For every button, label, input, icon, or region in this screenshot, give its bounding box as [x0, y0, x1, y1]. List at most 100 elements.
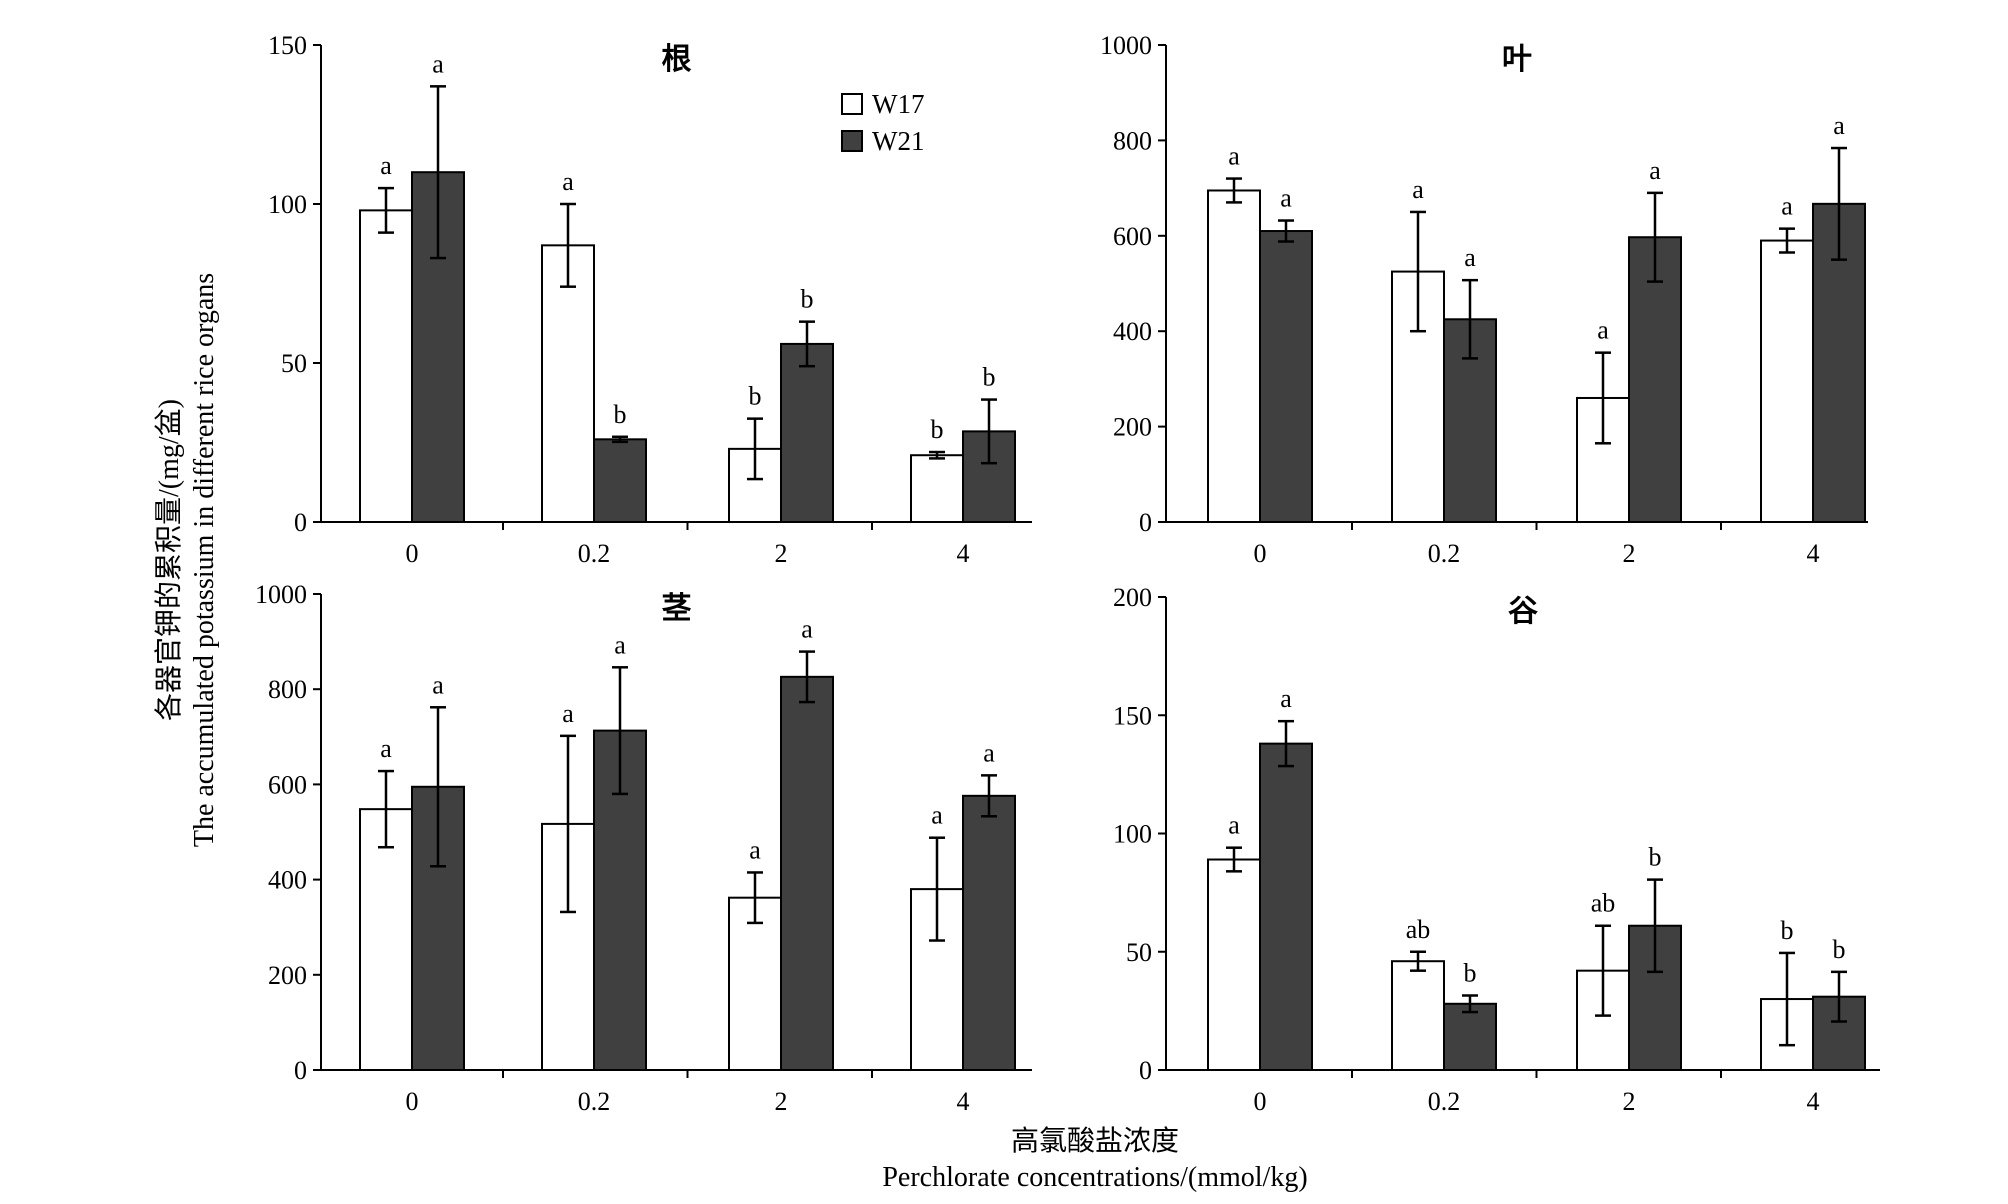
bar-w17-root-3 — [910, 454, 964, 523]
y-tick-label: 800 — [1113, 126, 1152, 155]
sig-letter-w17-grain-2: ab — [1591, 889, 1616, 918]
sig-letter-w21-grain-2: b — [1649, 843, 1662, 872]
sig-letter-w17-root-1: a — [562, 167, 574, 196]
sig-letter-w17-stem-1: a — [562, 699, 574, 728]
x-axis-label-en: Perchlorate concentrations/(mmol/kg) — [882, 1162, 1307, 1193]
bar-w21-root-1 — [593, 438, 647, 524]
y-axis-label-cn: 各器官钾的累积量/(mg/盆) — [153, 399, 185, 721]
panel-stem: 0 200 400 600 800 1000 0 0.2 2 4 茎 a a a a a a a a — [255, 580, 1032, 1116]
panel-title: 茎 — [662, 592, 692, 625]
x-tick-label: 2 — [1623, 1087, 1636, 1116]
bar-w21-grain-0 — [1259, 742, 1313, 1071]
sig-letter-w21-root-2: b — [801, 285, 814, 314]
x-axis-title: 高氯酸盐浓度 Perchlorate concentrations/(mmol/… — [882, 1125, 1307, 1193]
sig-letter-w21-stem-3: a — [983, 738, 995, 767]
sig-letter-w21-grain-1: b — [1464, 959, 1477, 988]
legend-swatch-w21 — [841, 130, 863, 152]
panel-root: 0 50 100 150 0 0.2 2 4 根 a a b b a b b b — [268, 31, 1032, 568]
x-tick-label: 0 — [406, 539, 419, 568]
bar-w17-grain-1 — [1391, 960, 1445, 1072]
bar-w17-root-1 — [541, 244, 595, 523]
sig-letter-w21-stem-2: a — [801, 615, 813, 644]
y-tick-label: 200 — [1113, 583, 1152, 612]
sig-letter-w21-leaf-3: a — [1833, 111, 1845, 140]
x-tick-label: 4 — [957, 1087, 970, 1116]
y-tick-label: 0 — [294, 508, 307, 537]
y-tick-label: 200 — [1113, 413, 1152, 442]
bar-w21-root-2 — [780, 342, 834, 524]
y-axis-label-en: The accumulated potassium in different r… — [189, 273, 220, 847]
sig-letter-w21-stem-1: a — [614, 630, 626, 659]
sig-letter-w17-leaf-1: a — [1412, 175, 1424, 204]
sig-letter-w21-root-3: b — [983, 363, 996, 392]
sig-letter-w17-stem-3: a — [931, 801, 943, 830]
x-tick-label: 0.2 — [578, 1087, 611, 1116]
y-tick-label: 0 — [294, 1056, 307, 1085]
sig-letter-w17-grain-1: ab — [1406, 915, 1431, 944]
x-tick-label: 0 — [1254, 539, 1267, 568]
x-tick-label: 0 — [406, 1087, 419, 1116]
x-tick-label: 0.2 — [578, 539, 611, 568]
bar-w17-grain-0 — [1207, 858, 1261, 1072]
y-tick-label: 400 — [268, 866, 307, 895]
y-tick-label: 0 — [1139, 508, 1152, 537]
bar-w17-root-0 — [359, 209, 413, 524]
x-axis-label-cn: 高氯酸盐浓度 — [1011, 1125, 1179, 1157]
sig-letter-w21-root-1: b — [614, 400, 627, 429]
y-tick-label: 400 — [1113, 317, 1152, 346]
x-tick-label: 2 — [1623, 539, 1636, 568]
x-tick-label: 4 — [1807, 1087, 1820, 1116]
legend-label-w21: W21 — [872, 126, 924, 156]
sig-letter-w21-leaf-2: a — [1649, 156, 1661, 185]
y-tick-label: 1000 — [1100, 31, 1152, 60]
sig-letter-w21-leaf-1: a — [1464, 243, 1476, 272]
panel-title: 叶 — [1502, 43, 1532, 76]
y-axis-title: 各器官钾的累积量/(mg/盆) The accumulated potassiu… — [153, 273, 220, 847]
sig-letter-w17-leaf-0: a — [1228, 142, 1240, 171]
bar-w21-stem-3 — [962, 794, 1016, 1071]
y-tick-label: 600 — [1113, 222, 1152, 251]
legend-label-w17: W17 — [872, 89, 924, 119]
x-tick-label: 0 — [1254, 1087, 1267, 1116]
sig-letter-w21-grain-0: a — [1280, 684, 1292, 713]
x-tick-label: 4 — [1807, 539, 1820, 568]
panel-title: 谷 — [1508, 595, 1538, 628]
sig-letter-w17-stem-2: a — [749, 835, 761, 864]
sig-letter-w17-grain-3: b — [1781, 916, 1794, 945]
y-tick-label: 100 — [1113, 820, 1152, 849]
bar-w21-grain-1 — [1443, 1002, 1497, 1072]
bar-w17-stem-0 — [359, 808, 413, 1071]
panel-title: 根 — [662, 43, 692, 76]
panel-leaf: 0 200 400 600 800 1000 0 0.2 2 4 叶 a a a a a a a a — [1100, 31, 1868, 568]
bar-w21-leaf-0 — [1259, 230, 1313, 523]
x-tick-label: 2 — [775, 1087, 788, 1116]
y-tick-label: 100 — [268, 190, 307, 219]
y-tick-label: 50 — [281, 349, 307, 378]
sig-letter-w17-root-2: b — [749, 382, 762, 411]
y-tick-label: 50 — [1126, 938, 1152, 967]
sig-letter-w21-root-0: a — [432, 49, 444, 78]
x-tick-label: 0.2 — [1428, 1087, 1461, 1116]
y-tick-label: 600 — [268, 770, 307, 799]
y-tick-label: 1000 — [255, 580, 307, 609]
x-tick-label: 0.2 — [1428, 539, 1461, 568]
y-tick-label: 800 — [268, 675, 307, 704]
legend-swatch-w17 — [841, 93, 863, 115]
y-tick-label: 200 — [268, 961, 307, 990]
y-tick-label: 0 — [1139, 1056, 1152, 1085]
sig-letter-w21-stem-0: a — [432, 670, 444, 699]
sig-letter-w21-grain-3: b — [1833, 935, 1846, 964]
sig-letter-w17-root-0: a — [380, 151, 392, 180]
y-tick-label: 150 — [268, 31, 307, 60]
sig-letter-w17-grain-0: a — [1228, 811, 1240, 840]
bar-w21-stem-2 — [780, 675, 834, 1071]
y-tick-label: 150 — [1113, 701, 1152, 730]
sig-letter-w21-leaf-0: a — [1280, 184, 1292, 213]
bar-w17-leaf-0 — [1207, 189, 1261, 524]
sig-letter-w17-root-3: b — [931, 415, 944, 444]
sig-letter-w17-stem-0: a — [380, 734, 392, 763]
